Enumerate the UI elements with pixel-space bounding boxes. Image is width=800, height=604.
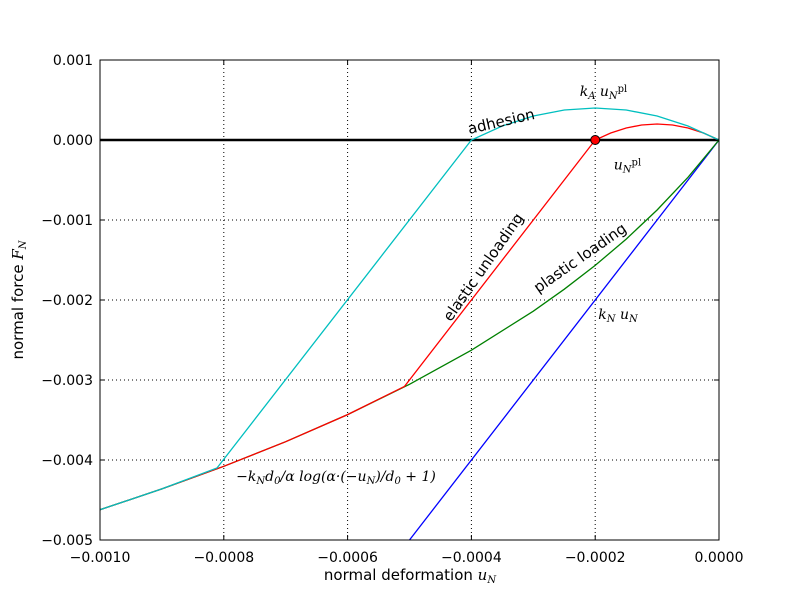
series-line-0 [408, 139, 720, 541]
y-tick-label: 0.001 [53, 53, 93, 69]
y-tick-label: −0.005 [41, 533, 93, 549]
series-line-2 [99, 123, 720, 511]
math-part: N [608, 91, 619, 102]
x-tick-label: −0.0006 [317, 550, 378, 566]
math-part: pl [618, 84, 628, 95]
label-part: normal force [9, 260, 27, 360]
math-part: pl [632, 157, 642, 168]
math-part: u [614, 158, 623, 174]
math-part: 0 [274, 476, 281, 487]
math-part: N [622, 165, 633, 176]
y-axis-label: normal force FN [9, 239, 29, 359]
math-part: N [366, 476, 377, 487]
label-part: N [18, 239, 29, 250]
label-part: normal deformation [324, 566, 478, 584]
math-label: kA uNpl [580, 84, 628, 103]
y-tick-label: −0.002 [41, 293, 93, 309]
y-tick-label: 0.000 [53, 133, 93, 149]
x-tick-label: −0.0002 [565, 550, 626, 566]
math-label: kN uN [598, 307, 639, 325]
x-tick-label: −0.0008 [193, 550, 254, 566]
yield-point-marker [590, 135, 601, 145]
math-part: A [587, 91, 595, 102]
ticks: −0.0010 −0.0008 −0.0006 −0.0004 −0.0002 0.000… [41, 53, 743, 566]
annotation-label: adhesion [466, 105, 536, 138]
label-part: N [486, 575, 497, 586]
label-part: u [478, 566, 488, 584]
math-label: uNpl [614, 157, 641, 176]
x-axis-label: normal deformation uN [324, 566, 497, 586]
x-tick-label: 0.0000 [695, 550, 744, 566]
math-part: −k [236, 469, 256, 485]
math-part: 0 [394, 476, 401, 487]
annotation-label: elastic unloading [439, 210, 527, 325]
y-tick-label: −0.004 [41, 453, 93, 469]
annotation-label: plastic loading [530, 219, 630, 296]
math-part: )/d [374, 469, 394, 485]
math-part: N [628, 314, 639, 325]
math-part: k [580, 84, 588, 100]
series-line-1 [99, 139, 720, 511]
math-label: −kNd0/α log(α·(−uN)/d0 + 1) [236, 469, 436, 487]
math-part: /α log(α·(−u [278, 469, 366, 485]
x-tick-label: −0.0010 [70, 550, 131, 566]
series-line-3 [99, 107, 720, 511]
math-part: u [616, 307, 629, 323]
x-tick-label: −0.0004 [441, 550, 502, 566]
math-part: N [606, 314, 617, 325]
series-group [99, 107, 720, 541]
math-part: u [595, 84, 608, 100]
label-part: F [9, 249, 27, 261]
math-part: d [265, 469, 274, 485]
math-part: + 1) [401, 469, 436, 485]
math-part: k [598, 307, 606, 323]
y-tick-label: −0.001 [41, 213, 93, 229]
math-part: N [255, 476, 266, 487]
annotations: adhesion elastic unloading plastic loading… [236, 84, 641, 487]
y-tick-label: −0.003 [41, 373, 93, 389]
